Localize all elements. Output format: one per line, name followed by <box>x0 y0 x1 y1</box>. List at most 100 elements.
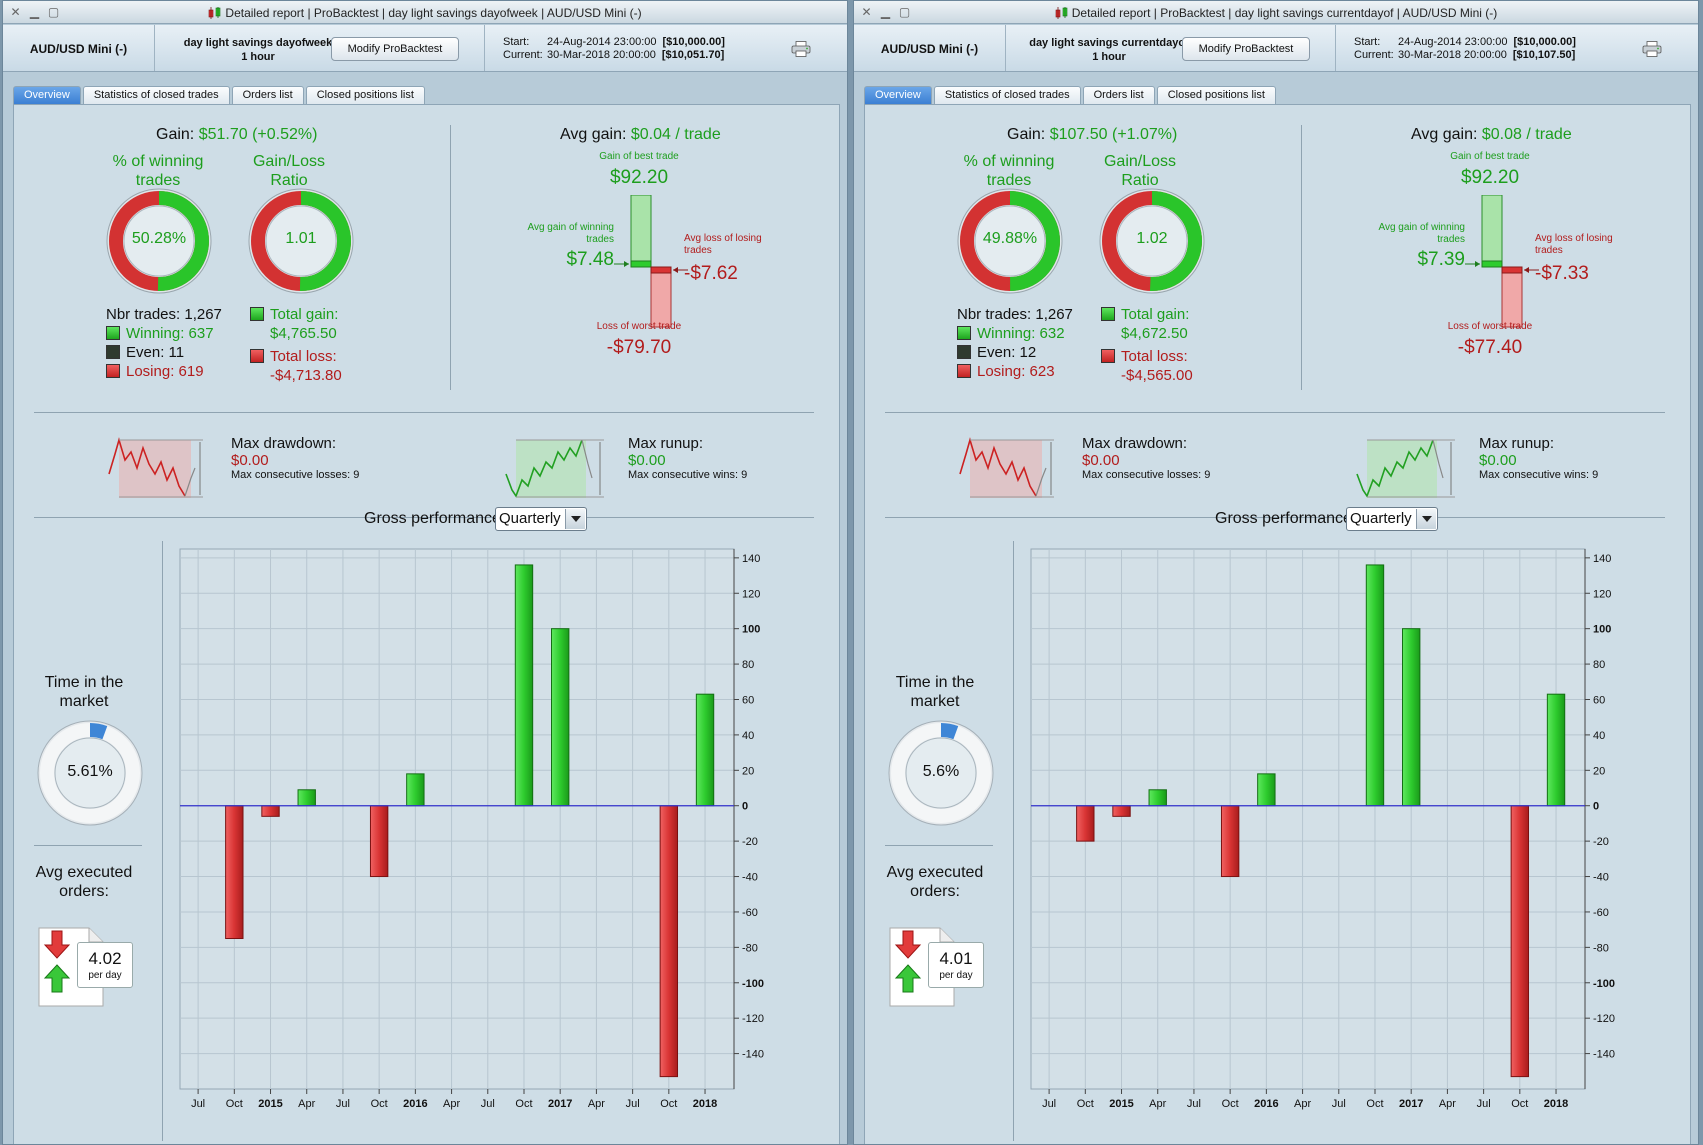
winning-count: Winning: 637 <box>126 325 214 342</box>
x-tick-label: 2018 <box>693 1098 717 1110</box>
chevron-down-icon[interactable] <box>565 509 585 529</box>
tab-overview[interactable]: Overview <box>13 86 81 104</box>
symbol-label: AUD/USD Mini (-) <box>29 42 128 56</box>
tab-overview[interactable]: Overview <box>864 86 932 104</box>
current-date: 30-Mar-2018 20:00:00 <box>547 49 656 61</box>
close-icon[interactable]: ✕ <box>861 5 872 19</box>
gain-loss-ratio-value: 1.02 <box>1136 230 1168 247</box>
max-drawdown-block: Max drawdown: $0.00 Max consecutive loss… <box>1082 435 1210 481</box>
y-tick-label: 20 <box>1593 765 1605 777</box>
title-bar[interactable]: ✕ ▁ ▢ Detailed report | ProBacktest | da… <box>854 1 1698 24</box>
candlestick-icon <box>209 7 221 19</box>
maximize-icon[interactable]: ▢ <box>47 5 60 19</box>
window-title: Detailed report | ProBacktest | day ligh… <box>1071 6 1498 20</box>
max-runup-label: Max runup: <box>628 435 704 452</box>
winning-swatch <box>106 326 120 340</box>
avg-loss-label: Avg loss of losing trades <box>684 233 762 256</box>
start-date: 24-Aug-2014 23:00:00 <box>1398 36 1508 48</box>
modify-probacktest-button[interactable]: Modify ProBacktest <box>1182 37 1310 61</box>
x-tick-label: Oct <box>1077 1098 1094 1110</box>
gross-performance-title: Gross performance <box>364 510 501 527</box>
best-trade-value: $92.20 <box>1460 167 1520 188</box>
nbr-trades: Nbr trades: 1,267 <box>957 306 1073 323</box>
minimize-icon[interactable]: ▁ <box>880 5 891 19</box>
period-select[interactable]: Quarterly <box>495 507 587 531</box>
x-tick-label: Oct <box>1511 1098 1528 1110</box>
chart-bar <box>695 693 715 807</box>
best-trade-label: Gain of best trade <box>599 151 679 162</box>
current-label: Current: <box>1354 49 1394 61</box>
chevron-down-icon[interactable] <box>1416 509 1436 529</box>
modify-probacktest-button[interactable]: Modify ProBacktest <box>331 37 459 61</box>
y-tick-label: -100 <box>1593 978 1615 990</box>
report-header: AUD/USD Mini (-) day light savings dayof… <box>3 25 847 72</box>
max-drawdown-label: Max drawdown: <box>231 435 337 452</box>
tab-closed-positions-list[interactable]: Closed positions list <box>1156 86 1276 104</box>
y-tick-label: -140 <box>1593 1049 1615 1061</box>
x-tick-label: Apr <box>1294 1098 1311 1110</box>
tab-orders-list[interactable]: Orders list <box>1082 86 1155 104</box>
worst-trade-value: -$79.70 <box>606 337 672 358</box>
tab-closed-positions-list[interactable]: Closed positions list <box>305 86 425 104</box>
title-bar[interactable]: ✕ ▁ ▢ Detailed report | ProBacktest | da… <box>3 1 847 24</box>
avg-loss-label: Avg loss of losing trades <box>1535 233 1613 256</box>
divider <box>885 517 1665 518</box>
donut-fill-arc <box>1102 191 1202 291</box>
x-tick-label: 2015 <box>1109 1098 1133 1110</box>
y-tick-label: -40 <box>742 872 758 884</box>
maximize-icon[interactable]: ▢ <box>898 5 911 19</box>
avg-gain-summary: Avg gain: $0.08 / trade <box>1411 126 1572 144</box>
printer-icon[interactable] <box>1642 41 1662 57</box>
avg-executed-orders-value: 4.01 <box>939 949 973 968</box>
max-runup-label: Max runup: <box>1479 435 1555 452</box>
tab-statistics-closed-trades[interactable]: Statistics of closed trades <box>933 86 1081 104</box>
tab-statistics-closed-trades[interactable]: Statistics of closed trades <box>82 86 230 104</box>
timeframe-label: 1 hour <box>1092 51 1126 63</box>
x-tick-label: Jul <box>1332 1098 1346 1110</box>
gain-loss-ratio-donut <box>248 188 354 294</box>
drawdown-sparkline <box>959 437 1054 498</box>
worst-trade-label: Loss of worst trade <box>596 321 682 332</box>
avg-win-value: $7.39 <box>1417 249 1465 270</box>
avg-gain-summary: Avg gain: $0.04 / trade <box>560 126 721 144</box>
x-tick-label: Oct <box>515 1098 532 1110</box>
x-tick-label: Apr <box>1439 1098 1456 1110</box>
period-select[interactable]: Quarterly <box>1346 507 1438 531</box>
x-tick-label: Oct <box>660 1098 677 1110</box>
y-tick-label: 120 <box>742 588 760 600</box>
donut-fill-arc <box>40 723 140 823</box>
gross-performance-chart: 140 120 100 80 60 40 20 0 -20 -40 -60 -80 -100 -120 -1… <box>1030 548 1615 1110</box>
winning-trades-donut <box>957 188 1063 294</box>
y-tick-label: -120 <box>742 1013 764 1025</box>
close-icon[interactable]: ✕ <box>10 5 21 19</box>
y-tick-label: -20 <box>742 836 758 848</box>
tab-orders-list[interactable]: Orders list <box>231 86 304 104</box>
worst-trade-label: Loss of worst trade <box>1447 321 1533 332</box>
total-gain-label: Total gain: <box>270 306 339 323</box>
x-tick-label: Jul <box>191 1098 205 1110</box>
best-trade-value: $92.20 <box>609 167 669 188</box>
current-label: Current: <box>503 49 543 61</box>
max-drawdown-value: $0.00 <box>1082 452 1120 469</box>
losing-count: Losing: 619 <box>126 363 204 380</box>
x-tick-label: 2017 <box>548 1098 572 1110</box>
x-tick-label: 2017 <box>1399 1098 1423 1110</box>
y-tick-label: 100 <box>1593 624 1611 636</box>
gain-summary: Gain: $51.70 (+0.52%) <box>156 126 317 144</box>
tab-bar: Overview Statistics of closed trades Ord… <box>13 86 427 105</box>
avg-loss-value: -$7.33 <box>1535 263 1589 284</box>
gain-label: Gain: <box>156 126 195 143</box>
avg-gain-value: $0.04 / trade <box>630 126 721 143</box>
y-tick-label: 140 <box>742 553 760 565</box>
total-gain-value: $4,672.50 <box>1121 325 1188 342</box>
nbr-trades: Nbr trades: 1,267 <box>106 306 222 323</box>
chart-bar <box>225 805 244 940</box>
gain-loss-ratio-donut <box>1099 188 1205 294</box>
printer-icon[interactable] <box>791 41 811 57</box>
gain-value: $107.50 (+1.07%) <box>1049 126 1178 143</box>
trade-counts: Nbr trades: 1,267 Winning: 637 Even: 11 … <box>106 305 222 381</box>
minimize-icon[interactable]: ▁ <box>29 5 40 19</box>
total-loss-swatch <box>1101 349 1115 363</box>
y-tick-label: -60 <box>1593 907 1609 919</box>
